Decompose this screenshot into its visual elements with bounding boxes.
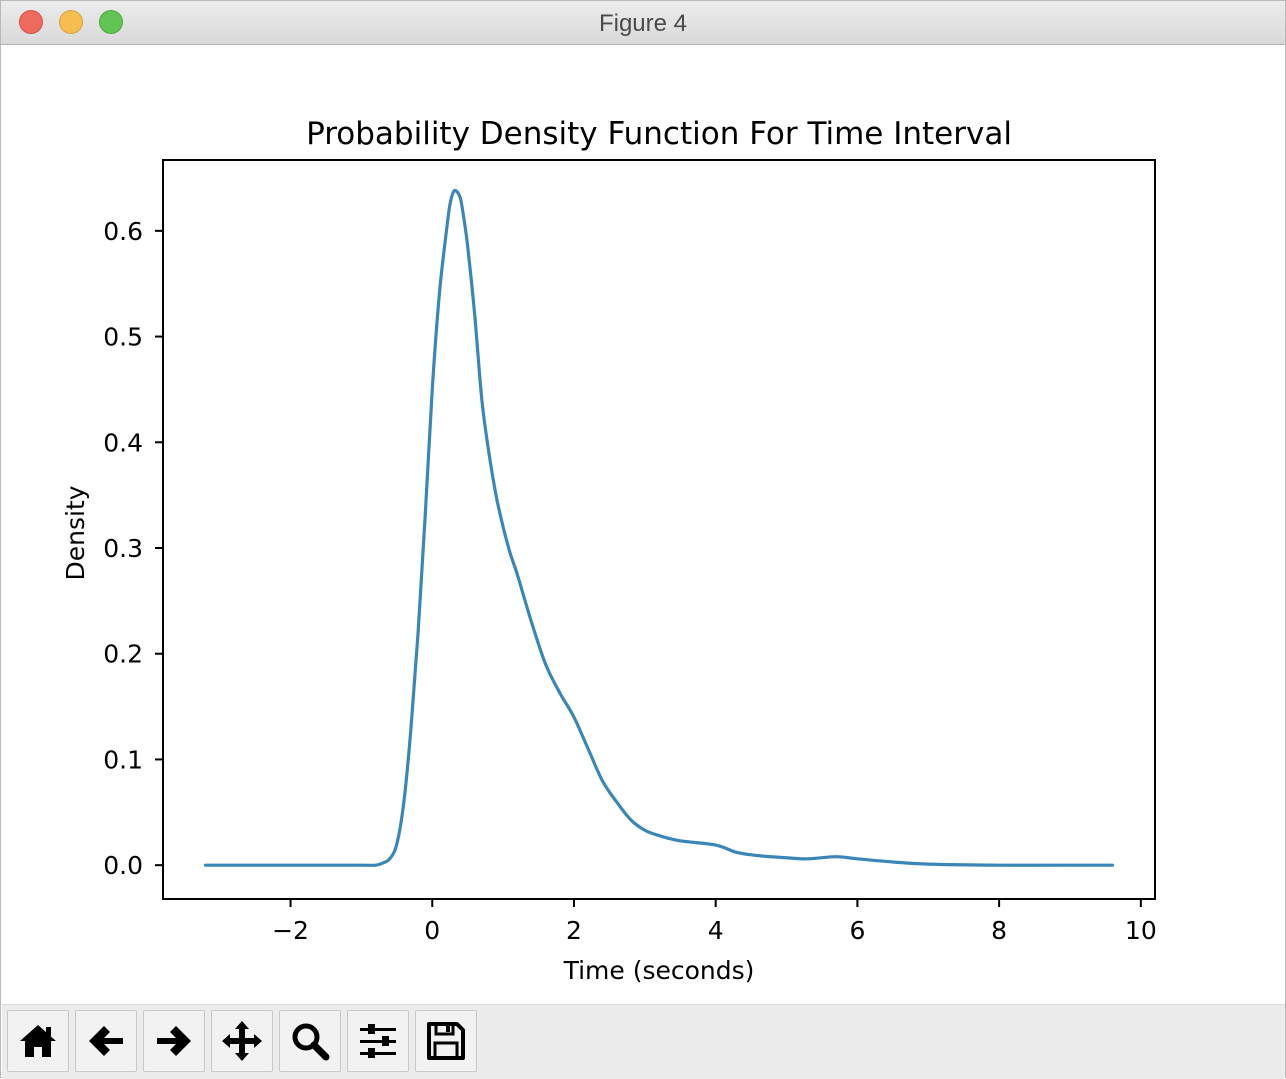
x-tick-label: 0	[424, 916, 440, 945]
x-tick-label: 2	[566, 916, 582, 945]
y-tick-label: 0.5	[103, 323, 143, 352]
floppy-disk-icon	[427, 1022, 465, 1060]
y-tick-label: 0.3	[103, 534, 143, 563]
close-window-button[interactable]	[19, 10, 43, 34]
y-axis-label: Density	[61, 485, 90, 580]
y-tick-label: 0.2	[103, 640, 143, 669]
back-button[interactable]	[75, 1010, 137, 1072]
density-line	[203, 188, 1115, 867]
home-icon	[20, 1025, 56, 1057]
x-tick-label: 10	[1125, 916, 1157, 945]
title-bar[interactable]: Figure 4	[1, 1, 1285, 45]
x-tick-label: −2	[272, 916, 309, 945]
x-tick-label: 4	[708, 916, 724, 945]
x-tick-label: 8	[991, 916, 1007, 945]
save-button[interactable]	[415, 1010, 477, 1072]
axes-frame	[162, 159, 1156, 900]
arrow-right-icon	[157, 1026, 191, 1056]
magnifier-icon	[292, 1023, 330, 1061]
y-tick-label: 0.6	[103, 217, 143, 246]
zoom-button[interactable]	[279, 1010, 341, 1072]
sliders-icon	[360, 1024, 396, 1058]
y-tick-label: 0.1	[103, 745, 143, 774]
home-button[interactable]	[7, 1010, 69, 1072]
minimize-window-button[interactable]	[59, 10, 83, 34]
move-icon	[222, 1021, 262, 1061]
x-tick-label: 6	[849, 916, 865, 945]
density-chart: Probability Density Function For Time In…	[61, 116, 1157, 985]
y-tick-label: 0.4	[103, 428, 143, 457]
window-title: Figure 4	[598, 10, 688, 37]
chart-title: Probability Density Function For Time In…	[306, 116, 1012, 152]
navigation-toolbar	[2, 1004, 1285, 1079]
configure-subplots-button[interactable]	[347, 1010, 409, 1072]
maximize-window-button[interactable]	[99, 10, 123, 34]
pan-button[interactable]	[211, 1010, 273, 1072]
y-tick-label: 0.0	[103, 851, 143, 880]
x-axis-label: Time (seconds)	[563, 956, 755, 985]
arrow-left-icon	[89, 1026, 123, 1056]
figure-canvas[interactable]: Probability Density Function For Time In…	[2, 45, 1285, 1003]
forward-button[interactable]	[143, 1010, 205, 1072]
